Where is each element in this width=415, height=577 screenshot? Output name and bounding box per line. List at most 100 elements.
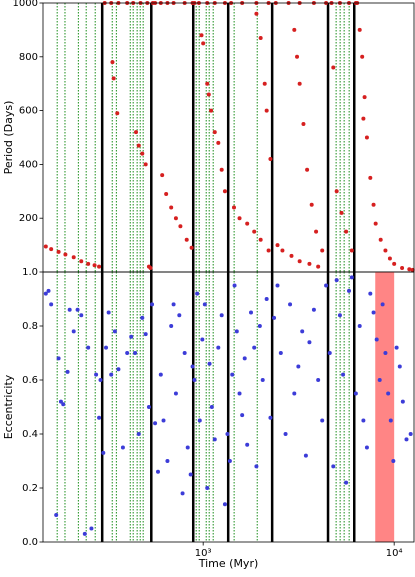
y-tick-label: 0.8 <box>22 321 38 332</box>
point <box>292 391 297 396</box>
point <box>237 391 242 396</box>
point <box>371 202 376 207</box>
point <box>407 267 412 272</box>
point <box>65 369 70 374</box>
point <box>361 116 366 121</box>
point <box>339 210 344 215</box>
point <box>155 469 160 474</box>
point <box>383 248 388 253</box>
point <box>316 378 321 382</box>
point <box>101 450 106 455</box>
point <box>104 345 109 350</box>
point <box>242 356 247 361</box>
point <box>231 205 236 210</box>
point <box>297 81 302 86</box>
point <box>320 418 325 423</box>
point <box>188 472 193 477</box>
point <box>297 259 302 264</box>
point <box>222 189 227 194</box>
point <box>173 216 178 221</box>
point <box>67 307 72 312</box>
point <box>374 337 379 342</box>
point <box>97 415 102 420</box>
point <box>295 54 300 59</box>
point <box>205 81 210 86</box>
point <box>275 243 280 248</box>
point <box>79 313 84 318</box>
point <box>58 399 63 404</box>
point <box>316 264 321 269</box>
point <box>307 340 312 345</box>
point <box>199 33 204 38</box>
point <box>63 252 68 257</box>
point <box>185 445 190 450</box>
point <box>364 135 369 140</box>
point <box>331 464 336 469</box>
point <box>136 432 141 436</box>
point <box>237 216 242 221</box>
point <box>288 302 293 307</box>
point <box>120 445 125 450</box>
point <box>97 264 102 269</box>
point <box>150 302 155 307</box>
point <box>334 278 339 283</box>
point <box>377 378 382 382</box>
point <box>394 345 399 350</box>
point <box>278 351 283 355</box>
point <box>109 372 114 377</box>
point <box>219 313 224 318</box>
point <box>334 189 339 194</box>
point <box>212 437 217 442</box>
point <box>89 526 94 531</box>
point <box>94 372 99 377</box>
point <box>249 310 254 315</box>
point <box>92 263 97 268</box>
point <box>177 313 182 318</box>
point <box>195 291 200 296</box>
point <box>262 81 267 86</box>
point <box>272 315 277 320</box>
y-tick-label: 600 <box>19 106 38 117</box>
point <box>178 224 183 229</box>
point <box>266 248 271 253</box>
point <box>201 41 206 46</box>
point <box>49 247 54 252</box>
point <box>400 265 405 270</box>
point <box>197 418 202 423</box>
point <box>227 459 232 463</box>
y-tick-label: 0.0 <box>22 537 38 548</box>
point <box>112 329 117 334</box>
point <box>245 442 250 447</box>
point <box>400 399 405 404</box>
point <box>305 167 310 172</box>
point <box>43 291 48 296</box>
point <box>171 302 176 307</box>
point <box>190 364 195 369</box>
point <box>252 229 257 234</box>
point <box>368 291 373 296</box>
point <box>43 244 48 249</box>
point <box>115 111 120 116</box>
point <box>202 302 207 307</box>
point <box>200 337 205 342</box>
y-tick-label: 800 <box>19 52 38 63</box>
point <box>173 391 178 396</box>
point <box>283 432 288 436</box>
point <box>397 364 402 369</box>
point <box>303 453 308 458</box>
point <box>82 531 87 536</box>
point <box>264 108 269 113</box>
point <box>49 302 54 307</box>
point <box>349 275 354 280</box>
point <box>207 361 212 366</box>
point <box>378 237 383 242</box>
point <box>240 413 245 418</box>
point <box>337 313 342 318</box>
point <box>264 297 269 301</box>
point <box>268 157 273 162</box>
axes-frame <box>42 271 415 543</box>
y-axis-label: Period (Days) <box>2 101 15 175</box>
point <box>192 378 197 382</box>
point <box>182 351 187 355</box>
